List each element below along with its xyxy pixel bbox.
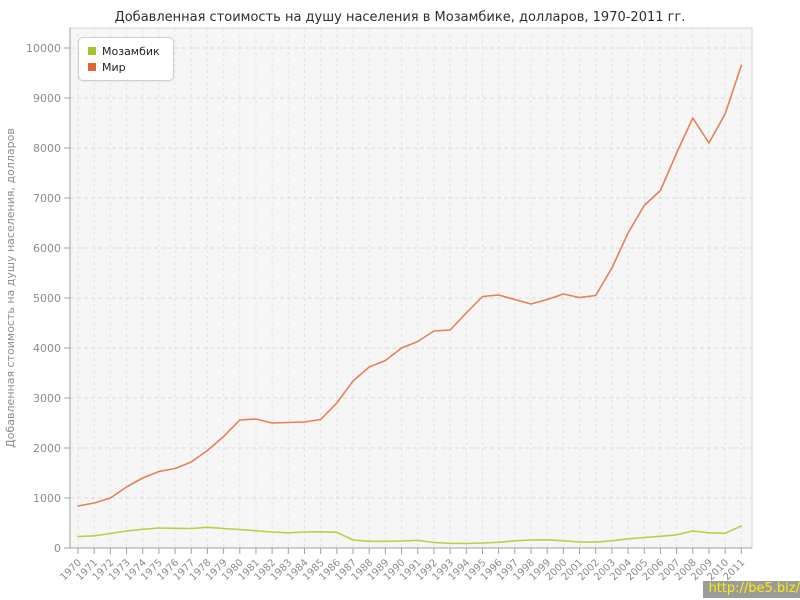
mozambique-series-swatch-icon xyxy=(88,47,96,55)
watermark-link[interactable]: http://be5.biz/ xyxy=(703,581,800,598)
legend: Мозамбик Мир xyxy=(78,37,174,81)
y-axis-title: Добавленная стоимость на душу населения,… xyxy=(4,128,17,448)
y-tick-label: 0 xyxy=(54,542,61,555)
y-tick-label: 5000 xyxy=(33,292,61,305)
y-tick-label: 4000 xyxy=(33,342,61,355)
y-tick-label: 10000 xyxy=(26,42,61,55)
y-tick-label: 7000 xyxy=(33,192,61,205)
y-tick-label: 2000 xyxy=(33,442,61,455)
y-tick-label: 1000 xyxy=(33,492,61,505)
legend-item-mozambique: Мозамбик xyxy=(88,43,160,59)
legend-label-world: Мир xyxy=(102,60,126,74)
series-line-world xyxy=(77,64,743,507)
y-tick-label: 8000 xyxy=(33,142,61,155)
legend-label-mozambique: Мозамбик xyxy=(102,44,160,58)
world-series-swatch-icon xyxy=(88,63,96,71)
y-tick-label: 9000 xyxy=(33,92,61,105)
y-tick-label: 3000 xyxy=(33,392,61,405)
plot-background xyxy=(69,27,753,549)
series-line-mozambique xyxy=(77,525,743,545)
chart-title: Добавленная стоимость на душу населения … xyxy=(114,10,686,25)
legend-item-world: Мир xyxy=(88,59,160,75)
y-tick-label: 6000 xyxy=(33,242,61,255)
